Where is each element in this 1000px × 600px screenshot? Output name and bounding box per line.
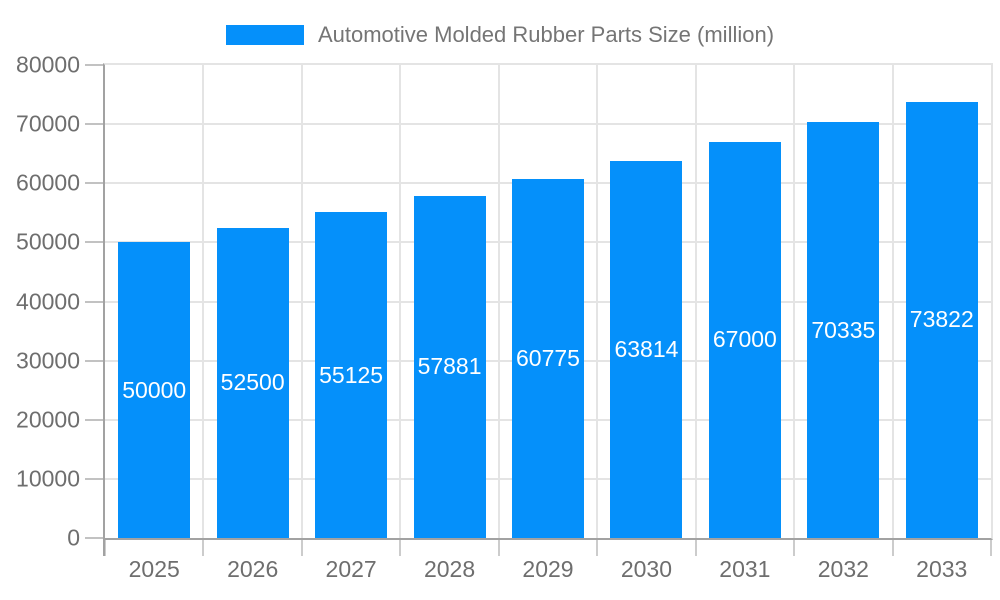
legend-swatch[interactable] xyxy=(225,25,304,45)
y-axis-tick xyxy=(85,418,103,421)
x-axis-label: 2033 xyxy=(916,556,968,582)
bar-value-label: 52500 xyxy=(220,369,285,396)
x-gridline xyxy=(300,65,303,538)
x-axis-label: 2031 xyxy=(719,556,771,582)
y-axis-tick xyxy=(85,477,103,480)
bar[interactable]: 73822 xyxy=(905,101,978,538)
y-axis-tick xyxy=(85,241,103,244)
bar[interactable]: 57881 xyxy=(413,195,486,538)
x-axis-label: 2027 xyxy=(325,556,377,582)
bar[interactable]: 63814 xyxy=(610,160,683,538)
x-axis-tick xyxy=(694,540,697,556)
x-axis-label: 2028 xyxy=(423,556,476,582)
y-axis-label: 60000 xyxy=(16,169,80,196)
x-axis-tick xyxy=(399,540,402,556)
bar-value-label: 60775 xyxy=(516,344,580,371)
bar[interactable]: 67000 xyxy=(708,141,781,538)
x-axis-tick xyxy=(497,540,500,556)
x-gridline xyxy=(793,65,796,538)
y-axis-tick xyxy=(85,537,103,539)
y-axis-label: 20000 xyxy=(16,406,80,433)
x-gridline xyxy=(694,65,697,538)
x-gridline xyxy=(399,65,402,538)
x-axis-label: 2026 xyxy=(227,556,279,582)
y-axis-label: 30000 xyxy=(16,347,80,374)
bar[interactable]: 50000 xyxy=(118,242,191,538)
x-axis-label: 2029 xyxy=(522,556,574,582)
legend: Automotive Molded Rubber Parts Size (mil… xyxy=(0,22,1000,48)
y-axis-label: 40000 xyxy=(16,288,80,314)
bar[interactable]: 52500 xyxy=(216,227,289,538)
bar-value-label: 70335 xyxy=(811,316,876,343)
x-gridline xyxy=(497,65,500,538)
x-gridline xyxy=(891,65,894,538)
x-gridline xyxy=(596,65,599,538)
bar[interactable]: 60775 xyxy=(512,178,584,538)
y-axis-tick xyxy=(85,300,103,303)
y-axis-label: 0 xyxy=(67,524,80,551)
x-axis-tick xyxy=(990,540,992,556)
x-axis-tick xyxy=(300,540,303,556)
y-gridline xyxy=(105,123,991,126)
y-axis-extension xyxy=(103,540,105,556)
y-axis-label: 10000 xyxy=(16,465,80,492)
bar-value-label: 67000 xyxy=(712,326,777,353)
bar-value-label: 63814 xyxy=(614,335,679,362)
bar[interactable]: 70335 xyxy=(807,122,880,538)
bar[interactable]: 55125 xyxy=(315,212,388,538)
x-axis-tick xyxy=(596,540,599,556)
y-axis-label: 70000 xyxy=(16,110,80,137)
x-axis-label: 2025 xyxy=(128,556,180,582)
y-axis-tick xyxy=(85,359,103,362)
y-axis-label: 80000 xyxy=(16,51,80,78)
plot-area: 0 10000 20000 30000 40000 50000 60000 70000 8000… xyxy=(16,53,993,582)
x-axis-tick xyxy=(104,540,106,556)
x-axis-tick xyxy=(202,540,205,556)
y-axis-tick xyxy=(85,64,103,66)
x-gridline xyxy=(202,65,205,538)
y-axis-label: 50000 xyxy=(16,228,80,255)
x-axis-label: 2032 xyxy=(817,556,869,582)
bar-value-label: 57881 xyxy=(417,353,482,380)
legend-label[interactable]: Automotive Molded Rubber Parts Size (mil… xyxy=(317,22,775,47)
x-axis-label: 2030 xyxy=(620,556,673,582)
bar-value-label: 50000 xyxy=(122,376,187,403)
x-axis-tick xyxy=(891,540,894,556)
y-axis-tick xyxy=(85,123,103,126)
bar-value-label: 73822 xyxy=(909,306,974,333)
y-axis-tick xyxy=(85,182,103,185)
bar-value-label: 55125 xyxy=(319,361,384,388)
x-axis-tick xyxy=(793,540,796,556)
